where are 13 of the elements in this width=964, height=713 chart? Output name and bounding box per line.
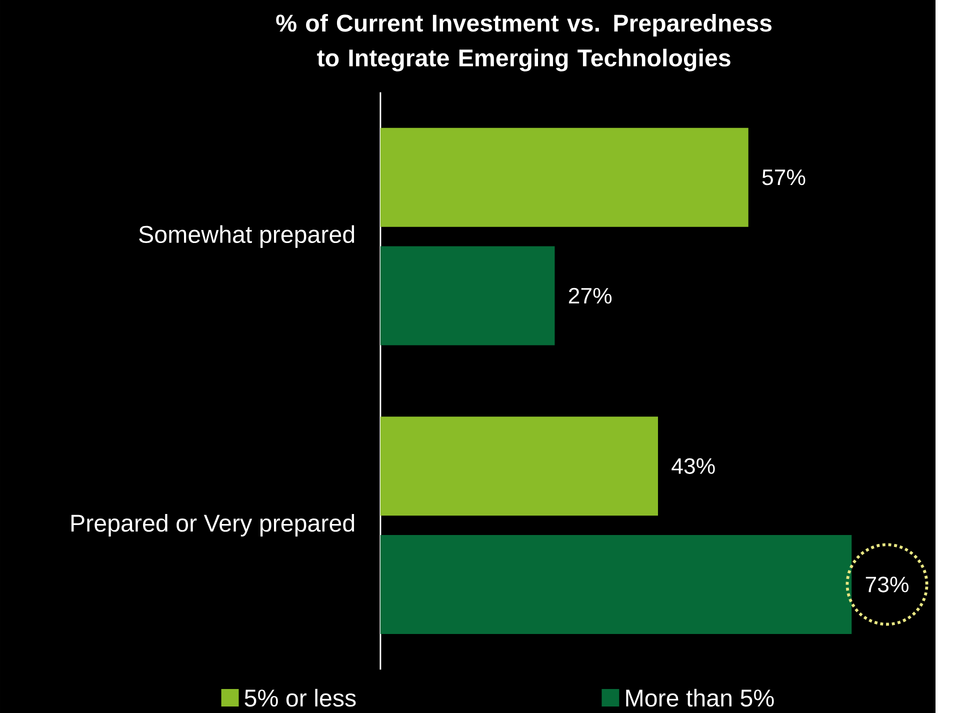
- bar: [380, 128, 748, 227]
- data-label: 73%: [866, 576, 908, 592]
- bar: [380, 534, 852, 634]
- y-tick-label: Prepared or Very prepared: [71, 514, 354, 536]
- chart-title: % of Current Investment vs. Preparedness to Integrate Emerging Technologies: [276, 14, 772, 72]
- bar: [380, 416, 658, 516]
- bar: [380, 246, 555, 346]
- y-tick-label: Somewhat prepared: [139, 225, 354, 248]
- legend-label: More than 5%: [626, 688, 774, 707]
- legend-label: 5% or less: [244, 688, 356, 707]
- data-label: 27%: [568, 288, 612, 304]
- data-label: 43%: [672, 458, 715, 474]
- data-label: 57%: [762, 169, 806, 186]
